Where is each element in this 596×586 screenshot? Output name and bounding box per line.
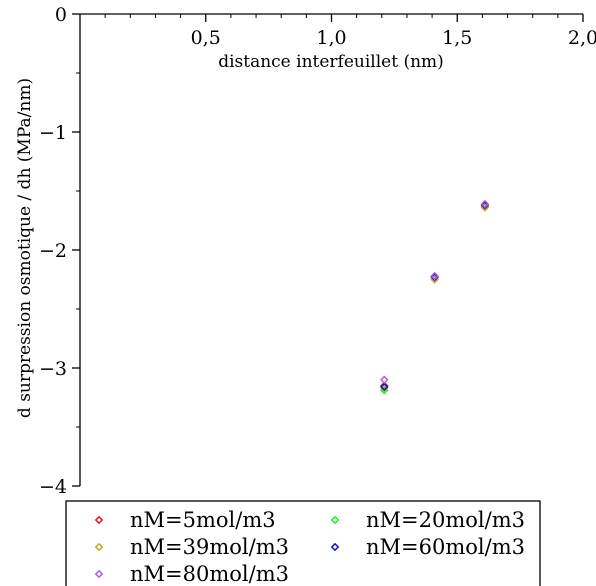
x-axis-title: distance interfeuillet (nm) (218, 52, 444, 72)
legend-marker (94, 542, 104, 552)
legend-marker (330, 515, 340, 525)
data-point (380, 375, 389, 385)
data-point (380, 381, 389, 390)
legend-marker (94, 569, 104, 579)
y-tick-label: −2 (39, 240, 67, 262)
y-tick-label: −1 (39, 122, 67, 144)
data-point (430, 271, 439, 281)
legend-label: nM=5mol/m3 (130, 508, 276, 532)
x-ticks: 0,5 1,0 1,5 2,0 (104, 14, 596, 49)
x-tick-label: 1,0 (316, 27, 346, 49)
y-tick-label: −3 (39, 358, 67, 380)
legend-label: nM=80mol/m3 (130, 562, 289, 586)
legend-box (65, 500, 541, 586)
y-ticks: 0 −1 −2 −3 −4 (39, 4, 80, 498)
data-point (480, 199, 490, 209)
legend-label: nM=20mol/m3 (366, 508, 525, 532)
data-point (380, 382, 389, 392)
legend-items: nM=5mol/m3 nM=20mol/m3 nM=39mol/m3 nM=60mol… (94, 508, 525, 586)
x-tick-label: 1,5 (442, 27, 472, 49)
legend-marker (94, 515, 104, 525)
legend-marker (330, 542, 340, 552)
x-tick-label: 2,0 (568, 27, 596, 49)
x-tick-label: 0,5 (191, 27, 221, 49)
y-tick-label: −4 (39, 476, 67, 498)
legend: nM=5mol/m3 nM=20mol/m3 nM=39mol/m3 nM=60mol… (65, 500, 541, 586)
axes: 0,5 1,0 1,5 2,0 0 −1 −2 −3 −4 distance interfeu… (15, 4, 596, 498)
y-axis-title: d surpression osmotique / dh (MPa/nm) (15, 78, 35, 418)
legend-label: nM=39mol/m3 (130, 535, 289, 559)
legend-label: nM=60mol/m3 (366, 535, 525, 559)
y-tick-label: 0 (55, 4, 67, 26)
data-points (380, 199, 490, 395)
